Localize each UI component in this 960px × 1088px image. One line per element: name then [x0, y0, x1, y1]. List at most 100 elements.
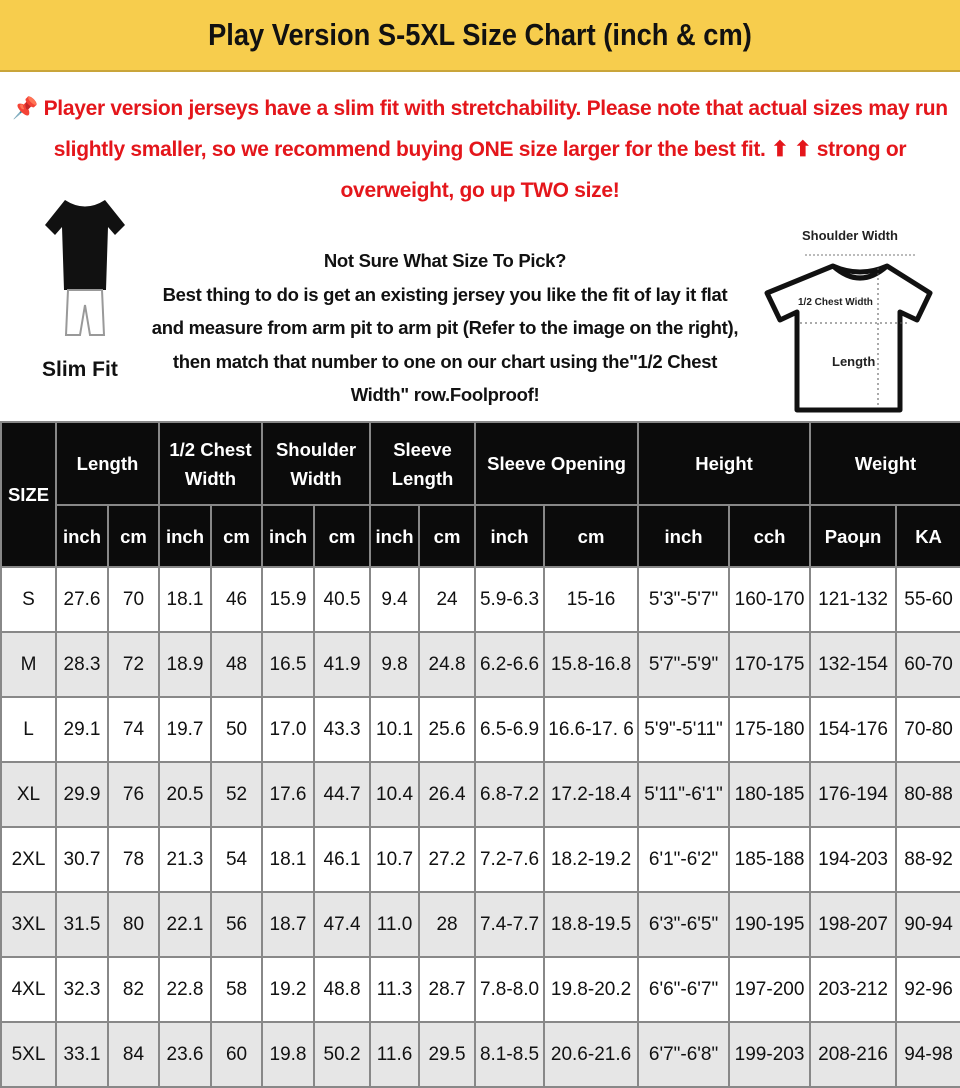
table-cell: 176-194 — [809, 761, 898, 828]
table-cell: 16.6-17. 6 — [543, 696, 640, 763]
pushpin-icon: 📌 — [12, 97, 44, 120]
unit-header: cm — [418, 504, 477, 568]
table-cell: 8.1-8.5 — [474, 1021, 546, 1088]
table-cell: 48.8 — [313, 956, 372, 1023]
table-row: 2XL 30.7 78 21.3 54 18.1 46.1 10.7 27.2 7.2-7.6 18… — [0, 826, 960, 893]
unit-header: inch — [369, 504, 421, 568]
table-cell: 74 — [107, 696, 160, 763]
table-cell: 132-154 — [809, 631, 898, 698]
table-cell: 55-60 — [895, 566, 960, 633]
size-advice: Not Sure What Size To Pick? Best thing t… — [150, 244, 740, 412]
table-cell: 15.9 — [261, 566, 316, 633]
table-cell: 92-96 — [895, 956, 960, 1023]
table-cell: 170-175 — [728, 631, 812, 698]
table-cell: 56 — [209, 891, 264, 958]
table-cell: 19.8-20.2 — [543, 956, 640, 1023]
table-cell: 20.5 — [158, 761, 212, 828]
size-header: SIZE — [0, 421, 57, 568]
table-cell: 5'7"-5'9" — [637, 631, 731, 698]
table-cell: 28.7 — [418, 956, 477, 1023]
table-cell: 72 — [107, 631, 160, 698]
table-cell: 15-16 — [543, 566, 640, 633]
table-cell: 18.8-19.5 — [543, 891, 640, 958]
table-cell: 203-212 — [809, 956, 898, 1023]
table-cell: 60-70 — [895, 631, 960, 698]
table-cell: 17.2-18.4 — [543, 761, 640, 828]
group-header: 1/2 Chest Width — [157, 421, 264, 506]
page-title: Play Version S-5XL Size Chart (inch & cm… — [208, 17, 752, 52]
slim-fit-figure-icon — [45, 200, 125, 336]
table-cell: 50.2 — [313, 1021, 372, 1088]
table-cell: 175-180 — [728, 696, 812, 763]
table-cell: 7.4-7.7 — [474, 891, 546, 958]
length-label: Length — [832, 354, 876, 369]
group-header: Sleeve Opening — [474, 421, 640, 506]
table-cell: 21.3 — [158, 826, 212, 893]
table-cell: 43.3 — [313, 696, 372, 763]
unit-header: cm — [313, 504, 372, 568]
table-cell: 70-80 — [895, 696, 960, 763]
table-cell: 185-188 — [728, 826, 812, 893]
table-cell: 82 — [107, 956, 160, 1023]
table-cell: 78 — [107, 826, 160, 893]
table-cell: 70 — [107, 566, 160, 633]
group-header: Sleeve Length — [369, 421, 477, 506]
unit-header: inch — [261, 504, 316, 568]
table-cell: 19.2 — [261, 956, 316, 1023]
table-cell: 29.1 — [55, 696, 109, 763]
table-cell: 5'11"-6'1" — [637, 761, 731, 828]
table-cell: 27.2 — [418, 826, 477, 893]
group-header: Height — [637, 421, 812, 506]
table-row: M 28.3 72 18.9 48 16.5 41.9 9.8 24.8 6.2-6.6 15.8-… — [0, 631, 960, 698]
table-cell: 18.1 — [158, 566, 212, 633]
group-header: Length — [55, 421, 160, 506]
table-cell: 31.5 — [55, 891, 109, 958]
size-cell: 2XL — [0, 826, 57, 893]
unit-header: inch — [637, 504, 731, 568]
size-cell: 3XL — [0, 891, 57, 958]
chest-width-label: 1/2 Chest Width — [798, 297, 873, 308]
table-cell: 9.4 — [369, 566, 421, 633]
table-cell: 80-88 — [895, 761, 960, 828]
table-row: 5XL 33.1 84 23.6 60 19.8 50.2 11.6 29.5 8.1-8.5 20… — [0, 1021, 960, 1088]
table-cell: 6'1"-6'2" — [637, 826, 731, 893]
table-cell: 29.9 — [55, 761, 109, 828]
unit-header: cch — [728, 504, 812, 568]
table-cell: 41.9 — [313, 631, 372, 698]
table-cell: 80 — [107, 891, 160, 958]
table-cell: 40.5 — [313, 566, 372, 633]
table-cell: 7.2-7.6 — [474, 826, 546, 893]
table-cell: 22.8 — [158, 956, 212, 1023]
table-cell: 46 — [209, 566, 264, 633]
table-cell: 25.6 — [418, 696, 477, 763]
table-cell: 50 — [209, 696, 264, 763]
shoulder-width-label: Shoulder Width — [802, 228, 898, 243]
table-cell: 198-207 — [809, 891, 898, 958]
table-cell: 18.1 — [261, 826, 316, 893]
table-cell: 26.4 — [418, 761, 477, 828]
group-header: Weight — [809, 421, 960, 506]
table-cell: 46.1 — [313, 826, 372, 893]
table-cell: 194-203 — [809, 826, 898, 893]
table-cell: 6.5-6.9 — [474, 696, 546, 763]
unit-header: cm — [209, 504, 264, 568]
table-cell: 11.3 — [369, 956, 421, 1023]
table-cell: 6'7"-6'8" — [637, 1021, 731, 1088]
size-chart-table: SIZE Length 1/2 Chest Width Shoulder Width S… — [0, 421, 960, 1088]
table-cell: 29.5 — [418, 1021, 477, 1088]
table-cell: 19.8 — [261, 1021, 316, 1088]
table-cell: 60 — [209, 1021, 264, 1088]
table-cell: 24 — [418, 566, 477, 633]
slim-fit-label: Slim Fit — [42, 358, 118, 381]
table-cell: 17.0 — [261, 696, 316, 763]
table-cell: 52 — [209, 761, 264, 828]
table-cell: 18.2-19.2 — [543, 826, 640, 893]
table-cell: 22.1 — [158, 891, 212, 958]
table-cell: 90-94 — [895, 891, 960, 958]
table-row: 3XL 31.5 80 22.1 56 18.7 47.4 11.0 28 7.4-7.7 18.8… — [0, 891, 960, 958]
unit-header: cm — [543, 504, 640, 568]
table-cell: 88-92 — [895, 826, 960, 893]
table-cell: 5'3"-5'7" — [637, 566, 731, 633]
table-cell: 6'6"-6'7" — [637, 956, 731, 1023]
unit-header: inch — [474, 504, 546, 568]
